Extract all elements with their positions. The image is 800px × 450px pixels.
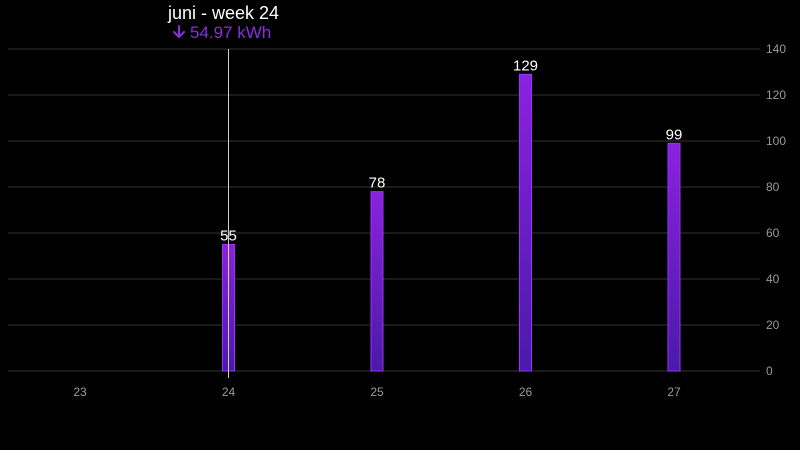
bar-week-25[interactable] (370, 191, 384, 372)
y-tick-label: 100 (766, 134, 786, 148)
y-tick-label: 120 (766, 88, 786, 102)
bar-value-label: 78 (369, 175, 386, 192)
y-tick-label: 80 (766, 180, 780, 194)
tooltip-value: 54.97 kWh (190, 23, 272, 42)
arrow-down-icon (172, 24, 186, 44)
y-tick-label: 60 (766, 226, 780, 240)
chart-tooltip: juni - week 24 54.97 kWh (168, 3, 308, 44)
data-labels: 55 78 129 99 (220, 57, 682, 244)
bar-value-label: 129 (513, 57, 538, 74)
y-tick-label: 20 (766, 318, 780, 332)
bar-week-26[interactable] (519, 73, 532, 372)
x-tick-label: 27 (667, 385, 681, 399)
bar-value-label: 99 (666, 126, 683, 143)
y-tick-label: 140 (766, 42, 786, 56)
bar-value-label: 55 (220, 228, 237, 245)
x-tick-label: 26 (519, 385, 533, 399)
x-tick-label: 24 (222, 385, 236, 399)
tooltip-value-row: 54.97 kWh (168, 23, 308, 44)
x-axis-ticks: 23 24 25 26 27 (73, 385, 681, 399)
y-tick-label: 40 (766, 272, 780, 286)
tooltip-title: juni - week 24 (168, 3, 280, 23)
x-tick-label: 25 (370, 385, 384, 399)
y-axis-ticks: 0 20 40 60 80 100 120 140 (766, 42, 786, 378)
x-tick-label: 23 (73, 385, 87, 399)
bar-series (222, 73, 681, 372)
y-tick-label: 0 (766, 364, 773, 378)
bar-week-27[interactable] (667, 142, 681, 372)
grid-lines (8, 48, 760, 372)
